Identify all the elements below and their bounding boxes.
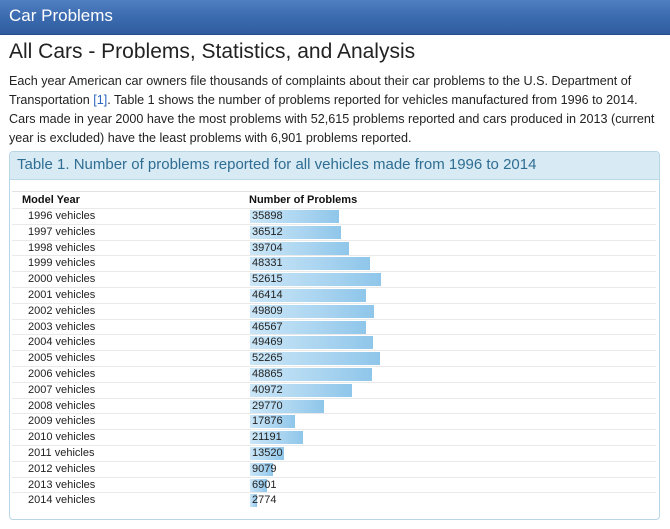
row-model-year-label: 2004 vehicles — [28, 336, 96, 349]
panel-title: Table 1. Number of problems reported for… — [17, 156, 537, 173]
table-row: 1998 vehicles 39704 — [12, 239, 656, 256]
problems-bar — [250, 494, 257, 508]
site-brand-link[interactable]: Car Problems — [9, 6, 113, 25]
row-model-year-label: 2014 vehicles — [28, 494, 96, 507]
row-model-year-label: 1997 vehicles — [28, 225, 96, 238]
row-model-year-label: 2013 vehicles — [28, 478, 96, 491]
problems-value-label: 52265 — [252, 352, 283, 365]
problems-bar — [250, 225, 341, 239]
problems-value-label: 52615 — [252, 273, 283, 286]
problems-bar — [250, 320, 366, 334]
row-model-year-label: 2006 vehicles — [28, 368, 96, 380]
page-title: All Cars - Problems, Statistics, and Ana… — [9, 40, 416, 63]
reference-link[interactable]: [1] — [93, 93, 108, 107]
intro-text-part1: Each year American car owners file thous… — [9, 74, 632, 107]
table-panel: Table 1. Number of problems reported for… — [9, 151, 660, 520]
panel-header: Table 1. Number of problems reported for… — [10, 152, 659, 180]
table-row: 2014 vehicles 2774 — [12, 492, 656, 508]
table-row: 2013 vehicles 6901 — [12, 476, 656, 493]
problems-bar — [250, 336, 374, 350]
problems-bar — [250, 415, 295, 429]
problems-value-label: 29770 — [252, 399, 283, 412]
top-header-bar: Car Problems — [0, 0, 670, 35]
table-row: 2000 vehicles 52615 — [12, 271, 656, 287]
intro-paragraph: Each year American car owners file thous… — [9, 72, 661, 148]
row-model-year-label: 1999 vehicles — [28, 257, 96, 270]
table-row: 2006 vehicles 48865 — [12, 366, 656, 382]
problems-bar — [250, 399, 325, 413]
intro-text-part2: . Table 1 shows the number of problems r… — [9, 93, 655, 145]
row-model-year-label: 2005 vehicles — [28, 352, 96, 365]
table-row: 2002 vehicles 49809 — [12, 302, 656, 319]
table-row: 2011 vehicles 13520 — [12, 445, 656, 461]
row-model-year-label: 2000 vehicles — [28, 273, 96, 286]
problems-bar — [250, 431, 303, 445]
problems-table: Model Year Number of Problems 1996 vehic… — [12, 191, 656, 508]
problems-value-label: 35898 — [252, 210, 283, 222]
row-model-year-label: 2008 vehicles — [28, 399, 96, 412]
table-row: 1996 vehicles 35898 — [12, 208, 656, 224]
problems-value-label: 49469 — [252, 336, 283, 349]
row-model-year-label: 2010 vehicles — [28, 431, 96, 444]
table-row: 2001 vehicles 46414 — [12, 287, 656, 303]
problems-value-label: 6901 — [252, 478, 277, 491]
row-model-year-label: 2007 vehicles — [28, 383, 96, 396]
problems-value-label: 2774 — [252, 494, 277, 507]
problems-value-label: 46567 — [252, 320, 283, 333]
problems-bar — [250, 273, 381, 287]
problems-bar — [250, 257, 371, 271]
problems-bar — [250, 383, 352, 397]
column-header-model-year: Model Year — [22, 194, 80, 206]
problems-bar — [250, 241, 349, 255]
table-row: 2010 vehicles 21191 — [12, 429, 656, 445]
row-model-year-label: 2001 vehicles — [28, 289, 96, 301]
problems-bar — [250, 462, 273, 476]
table-row: 2003 vehicles 46567 — [12, 318, 656, 335]
problems-bar — [250, 210, 340, 223]
problems-bar — [250, 289, 366, 302]
table-row: 2009 vehicles 17876 — [12, 413, 656, 429]
table-row: 2012 vehicles 9079 — [12, 460, 656, 477]
problems-value-label: 39704 — [252, 241, 283, 254]
problems-bar — [250, 304, 374, 318]
problems-bar — [250, 368, 372, 381]
table-row: 2004 vehicles 49469 — [12, 334, 656, 350]
table-row: 2005 vehicles 52265 — [12, 350, 656, 366]
problems-value-label: 46414 — [252, 289, 283, 301]
row-model-year-label: 1996 vehicles — [28, 210, 96, 222]
row-model-year-label: 2002 vehicles — [28, 304, 96, 317]
table-row: 1999 vehicles 48331 — [12, 255, 656, 271]
problems-value-label: 48865 — [252, 368, 283, 380]
problems-value-label: 9079 — [252, 462, 277, 475]
row-model-year-label: 2012 vehicles — [28, 462, 96, 475]
problems-bar — [250, 352, 381, 366]
problems-value-label: 49809 — [252, 304, 283, 317]
table-row: 2008 vehicles 29770 — [12, 397, 656, 414]
problems-value-label: 13520 — [252, 447, 283, 459]
problems-bar — [250, 447, 284, 460]
table-row: 1997 vehicles 36512 — [12, 223, 656, 240]
row-model-year-label: 1998 vehicles — [28, 241, 96, 254]
row-model-year-label: 2011 vehicles — [28, 447, 95, 459]
problems-value-label: 36512 — [252, 225, 283, 238]
problems-bar — [250, 478, 268, 492]
row-model-year-label: 2003 vehicles — [28, 320, 96, 333]
problems-value-label: 40972 — [252, 383, 283, 396]
row-model-year-label: 2009 vehicles — [28, 415, 96, 428]
problems-value-label: 21191 — [252, 431, 282, 444]
column-header-number-of-problems: Number of Problems — [249, 194, 358, 206]
problems-value-label: 48331 — [252, 257, 283, 270]
table-row: 2007 vehicles 40972 — [12, 381, 656, 398]
problems-value-label: 17876 — [252, 415, 283, 428]
